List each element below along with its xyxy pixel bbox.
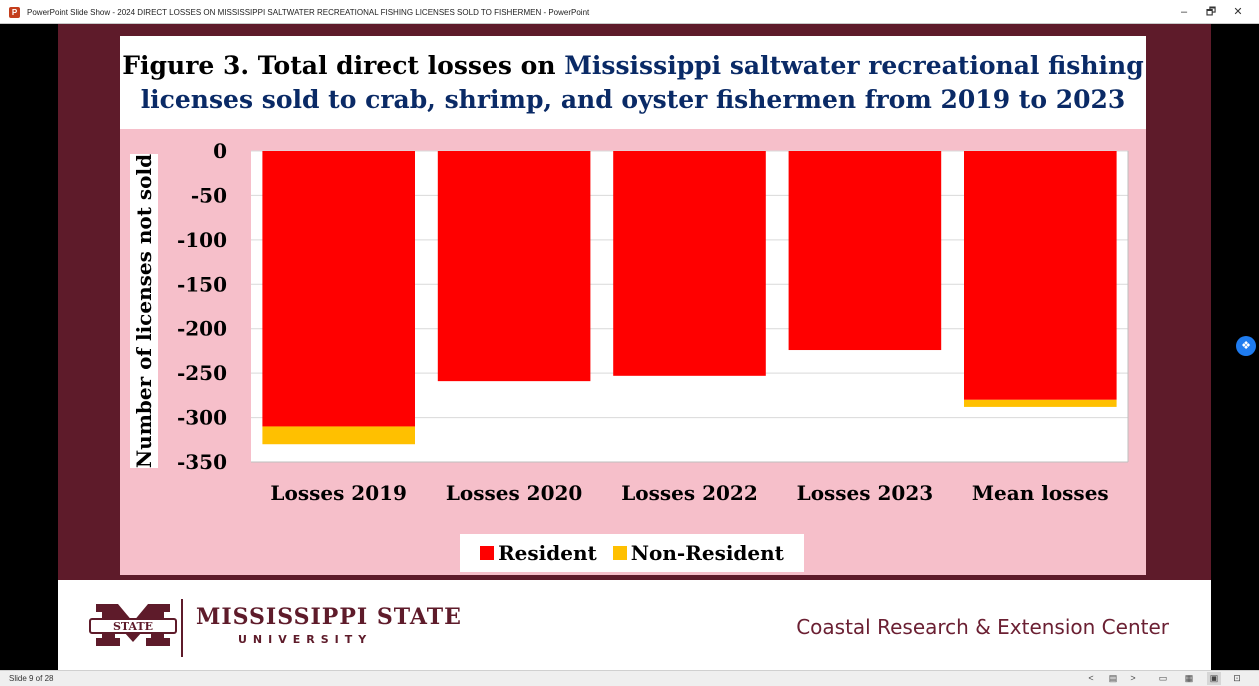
legend-item-resident: Resident xyxy=(480,541,597,565)
window-title: PowerPoint Slide Show - 2024 DIRECT LOSS… xyxy=(27,8,590,17)
y-tick-label: -250 xyxy=(177,361,227,385)
powerpoint-app-icon: P xyxy=(9,7,20,18)
normal-view-icon[interactable]: ▭ xyxy=(1158,673,1168,683)
msu-logo-text: STATE xyxy=(113,620,153,633)
ylabel-box xyxy=(130,154,158,468)
bar-chart: 0 -50 -100 -150 -200 -250 -300 -350 Losses 2019 L… xyxy=(177,139,1129,505)
center-name: Coastal Research & Extension Center xyxy=(796,615,1169,639)
y-tick-label: -300 xyxy=(177,406,227,430)
y-tick-label: -150 xyxy=(177,272,227,296)
bar-resident xyxy=(437,151,591,382)
legend-label-resident: Resident xyxy=(498,541,597,565)
previous-slide-button[interactable]: < xyxy=(1088,673,1094,683)
y-tick-label: 0 xyxy=(213,139,227,163)
slide-sorter-icon[interactable]: ▦ xyxy=(1184,673,1194,683)
university-subtitle: UNIVERSITY xyxy=(238,633,373,646)
chart-legend: Resident Non-Resident xyxy=(460,534,804,572)
window-titlebar: P PowerPoint Slide Show - 2024 DIRECT LO… xyxy=(0,0,1259,24)
x-tick-label: Mean losses xyxy=(972,481,1109,505)
x-tick-label: Losses 2019 xyxy=(270,481,407,505)
bar-resident xyxy=(788,151,942,351)
slide[interactable]: Figure 3. Total direct losses on Mississ… xyxy=(58,24,1211,670)
slide-title-part1: Figure 3. Total direct losses on xyxy=(122,51,565,80)
next-slide-button[interactable]: > xyxy=(1130,673,1136,683)
reading-view-icon[interactable]: ▣ xyxy=(1207,672,1221,685)
x-tick-label: Losses 2022 xyxy=(621,481,758,505)
y-tick-label: -50 xyxy=(191,183,227,207)
slide-counter: Slide 9 of 28 xyxy=(9,674,54,683)
bar-nonresident xyxy=(262,426,415,445)
legend-swatch-nonresident xyxy=(612,546,627,560)
close-button[interactable]: ✕ xyxy=(1233,6,1243,18)
dropbox-icon[interactable]: ❖ xyxy=(1236,336,1256,356)
slide-title-part2: Mississippi saltwater recreational fishi… xyxy=(140,51,1144,114)
bar-resident xyxy=(964,151,1117,400)
legend-item-nonresident: Non-Resident xyxy=(612,541,784,565)
restore-button[interactable]: 🗗 xyxy=(1205,6,1217,18)
slide-footer: STATE MISSISSIPPI STATE UNIVERSITY Coast… xyxy=(58,580,1211,670)
slide-area: Figure 3. Total direct losses on Mississ… xyxy=(8,24,1251,670)
y-tick-label: -350 xyxy=(177,450,227,474)
bar-resident xyxy=(613,151,766,376)
x-tick-label: Losses 2020 xyxy=(446,481,583,505)
legend-swatch-resident xyxy=(480,546,495,560)
legend-label-nonresident: Non-Resident xyxy=(630,541,784,565)
slide-title: Figure 3. Total direct losses on Mississ… xyxy=(120,36,1146,129)
bar-nonresident xyxy=(964,399,1117,407)
msu-logo: STATE xyxy=(89,604,177,646)
slideshow-icon[interactable]: ⊡ xyxy=(1233,673,1241,683)
slide-menu-icon[interactable]: ▤ xyxy=(1108,673,1118,683)
statusbar: Slide 9 of 28 < ▤ > ▭ ▦ ▣ ⊡ xyxy=(0,670,1259,686)
minimize-button[interactable]: – xyxy=(1180,6,1188,18)
y-tick-label: -200 xyxy=(177,317,227,341)
x-tick-label: Losses 2023 xyxy=(797,481,934,505)
university-name: MISSISSIPPI STATE xyxy=(196,604,462,630)
footer-divider xyxy=(181,599,183,657)
bar-resident xyxy=(262,151,415,427)
y-tick-label: -100 xyxy=(177,228,227,252)
